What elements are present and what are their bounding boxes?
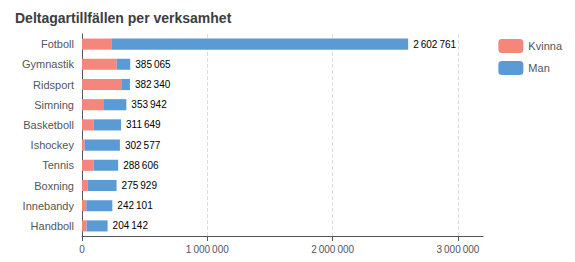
svg-text:Boxning: Boxning xyxy=(34,180,74,192)
svg-text:Innebandy: Innebandy xyxy=(23,200,75,212)
svg-text:2 000 000: 2 000 000 xyxy=(311,244,354,255)
svg-text:204 142: 204 142 xyxy=(113,220,149,231)
svg-text:Basketboll: Basketboll xyxy=(23,119,74,131)
svg-text:3 000 000: 3 000 000 xyxy=(436,244,479,255)
svg-text:Deltagartillfällen per verksam: Deltagartillfällen per verksamhet xyxy=(15,10,232,26)
svg-text:2 602 761: 2 602 761 xyxy=(413,39,456,50)
svg-text:Fotboll: Fotboll xyxy=(41,38,74,50)
svg-text:275 929: 275 929 xyxy=(122,180,158,191)
svg-text:Kvinna: Kvinna xyxy=(528,40,563,52)
svg-text:Simning: Simning xyxy=(34,99,74,111)
svg-text:1 000 000: 1 000 000 xyxy=(186,244,229,255)
svg-text:311 649: 311 649 xyxy=(126,119,161,130)
svg-text:Gymnastik: Gymnastik xyxy=(22,58,74,70)
svg-text:Tennis: Tennis xyxy=(42,159,74,171)
svg-text:242 101: 242 101 xyxy=(117,200,153,211)
svg-text:Ishockey: Ishockey xyxy=(31,139,75,151)
svg-text:0: 0 xyxy=(79,244,85,255)
svg-text:382 340: 382 340 xyxy=(135,79,171,90)
svg-text:302 577: 302 577 xyxy=(125,140,161,151)
svg-text:Ridsport: Ridsport xyxy=(33,79,74,91)
svg-text:Man: Man xyxy=(528,62,549,74)
svg-text:288 606: 288 606 xyxy=(123,160,159,171)
svg-text:385 065: 385 065 xyxy=(135,59,171,70)
svg-text:353 942: 353 942 xyxy=(131,99,167,110)
svg-text:Handboll: Handboll xyxy=(31,220,74,232)
